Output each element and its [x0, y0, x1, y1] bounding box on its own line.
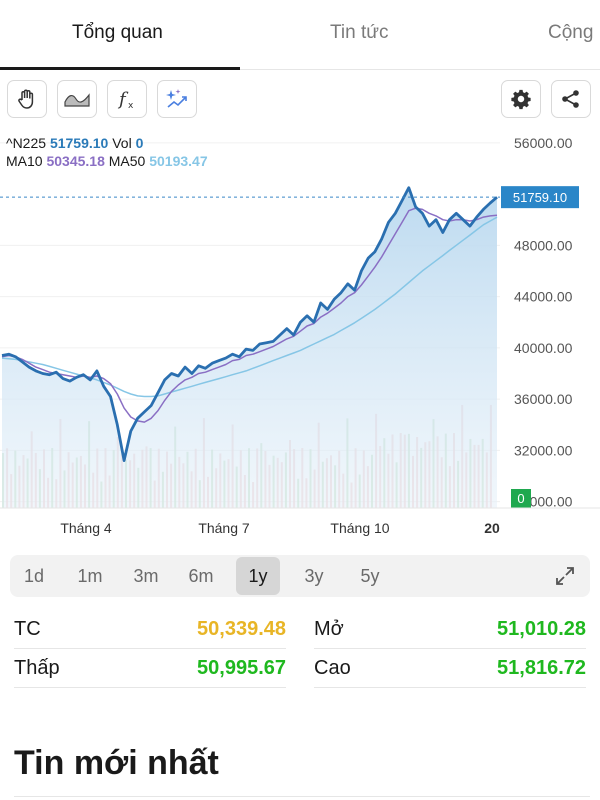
current-price-badge-text: 51759.10: [513, 190, 567, 205]
divider: [314, 648, 586, 649]
y-tick-label: 32000.00: [514, 442, 573, 458]
x-tick-label: Tháng 10: [330, 520, 389, 536]
hand-drawing-icon: [18, 89, 34, 109]
chart-type-button[interactable]: [57, 80, 97, 118]
ma10-value: 50345.18: [46, 153, 105, 169]
volume-badge: [511, 489, 531, 508]
expand-icon[interactable]: [554, 565, 576, 587]
top-tabs: Tổng quan Tin tức Cộng: [0, 0, 600, 70]
chart-legend-ma: MA10 50345.18 MA50 50193.47: [6, 153, 208, 169]
y-tick-label: 56000.00: [514, 135, 573, 151]
range-3y[interactable]: 3y: [304, 566, 324, 586]
open-value: 51,010.28: [497, 618, 586, 640]
settings-button[interactable]: [501, 80, 541, 118]
range-1m[interactable]: 1m: [77, 566, 103, 586]
price-chart[interactable]: 51759.10 56000.00 48000.00 44000.00 40000.00…: [0, 125, 600, 550]
price-area-fill: [2, 187, 497, 508]
latest-news-heading: Tin mới nhất: [14, 744, 219, 782]
divider: [314, 687, 586, 688]
y-tick-label: 44000.00: [514, 289, 573, 305]
high-label: Cao: [314, 657, 351, 679]
divider: [14, 648, 286, 649]
drawing-tool-button[interactable]: [7, 80, 47, 118]
symbol-label: ^N225: [6, 135, 47, 151]
ai-sparkle-icon: [166, 89, 187, 108]
ai-insight-button[interactable]: [157, 80, 197, 118]
volume-value: 0: [135, 135, 144, 151]
volume-label: Vol: [112, 135, 132, 151]
range-3m[interactable]: 3m: [133, 566, 159, 586]
low-label: Thấp: [14, 657, 60, 679]
tab-news[interactable]: Tin tức: [330, 22, 389, 43]
price-chart-svg: 51759.10 56000.00 48000.00 44000.00 40000.00…: [0, 125, 600, 536]
indicator-button[interactable]: f x: [107, 80, 147, 118]
x-tick-label: Tháng 4: [60, 520, 112, 536]
price-value: 51759.10: [49, 135, 109, 151]
price-line: [1, 186, 498, 462]
range-selector: 1d 1m 3m 6m 1y 3y 5y: [10, 555, 590, 597]
tc-label: TC: [14, 618, 41, 640]
open-label: Mở: [314, 618, 344, 640]
area-chart-icon: [64, 93, 90, 107]
tab-community[interactable]: Cộng: [548, 22, 594, 43]
x-tick-label: Tháng 7: [198, 520, 250, 536]
ma50-label: MA50: [108, 153, 146, 169]
ma50-value: 50193.47: [149, 153, 208, 169]
divider: [14, 687, 286, 688]
ma10-label: MA10: [6, 153, 43, 169]
svg-text:x: x: [128, 101, 134, 111]
high-value: 51,816.72: [497, 657, 586, 679]
y-tick-label: 36000.00: [514, 391, 573, 407]
function-icon: f x: [117, 89, 134, 111]
active-tab-indicator: [0, 67, 240, 70]
range-1y[interactable]: 1y: [236, 557, 280, 595]
share-icon: [562, 90, 579, 108]
volume-badge-text: 0: [517, 491, 524, 506]
low-value: 50,995.67: [197, 657, 286, 679]
tab-overview[interactable]: Tổng quan: [72, 22, 163, 43]
share-button[interactable]: [551, 80, 591, 118]
y-tick-label: 48000.00: [514, 237, 573, 253]
current-price-badge: [501, 186, 579, 209]
chart-legend-price: ^N225 51759.10 Vol 0: [6, 135, 143, 151]
range-1d[interactable]: 1d: [23, 566, 45, 586]
divider: [14, 796, 590, 797]
x-tick-label: 20: [484, 520, 500, 536]
range-5y[interactable]: 5y: [360, 566, 380, 586]
range-6m[interactable]: 6m: [188, 566, 214, 586]
y-tick-label: 40000.00: [514, 340, 573, 356]
gear-icon: [511, 89, 531, 110]
tc-value: 50,339.48: [197, 618, 286, 640]
